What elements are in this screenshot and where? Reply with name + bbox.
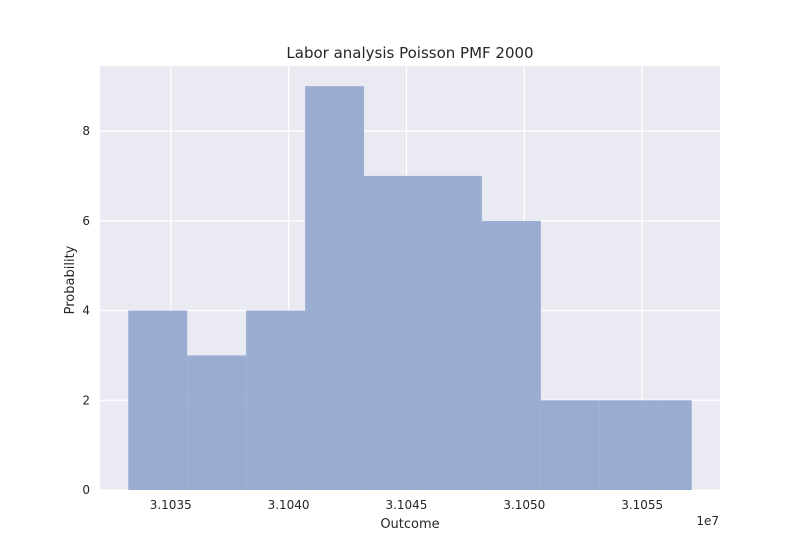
histogram-bar xyxy=(364,175,423,491)
chart-title: Labor analysis Poisson PMF 2000 xyxy=(286,44,533,62)
x-tick-label: 3.1045 xyxy=(385,498,427,512)
x-tick-label: 3.1035 xyxy=(150,498,192,512)
histogram-bar xyxy=(246,310,306,490)
x-tick-labels: 3.1035 3.1040 3.1045 3.1050 3.1055 xyxy=(150,498,663,512)
y-tick-labels: 0 2 4 6 8 xyxy=(82,124,90,497)
histogram-bar xyxy=(128,310,188,490)
histogram-bar xyxy=(658,400,692,490)
y-tick-label: 6 xyxy=(82,214,90,228)
histogram-bar xyxy=(599,400,659,490)
y-tick-label: 0 xyxy=(82,483,90,497)
histogram-bar xyxy=(305,86,365,490)
histogram-bar xyxy=(481,220,541,491)
histogram-bar xyxy=(187,355,247,490)
x-tick-label: 3.1040 xyxy=(268,498,310,512)
x-axis-label: Outcome xyxy=(380,517,439,532)
bars-group xyxy=(128,86,692,491)
x-axis-offset-label: 1e7 xyxy=(696,514,719,528)
y-tick-label: 4 xyxy=(82,304,90,318)
y-tick-label: 8 xyxy=(82,124,90,138)
x-tick-label: 3.1055 xyxy=(621,498,663,512)
x-tick-label: 3.1050 xyxy=(503,498,545,512)
histogram-bar xyxy=(422,175,482,491)
histogram-bar xyxy=(540,400,600,490)
y-tick-label: 2 xyxy=(82,393,90,407)
y-axis-label: Probability xyxy=(63,245,78,314)
